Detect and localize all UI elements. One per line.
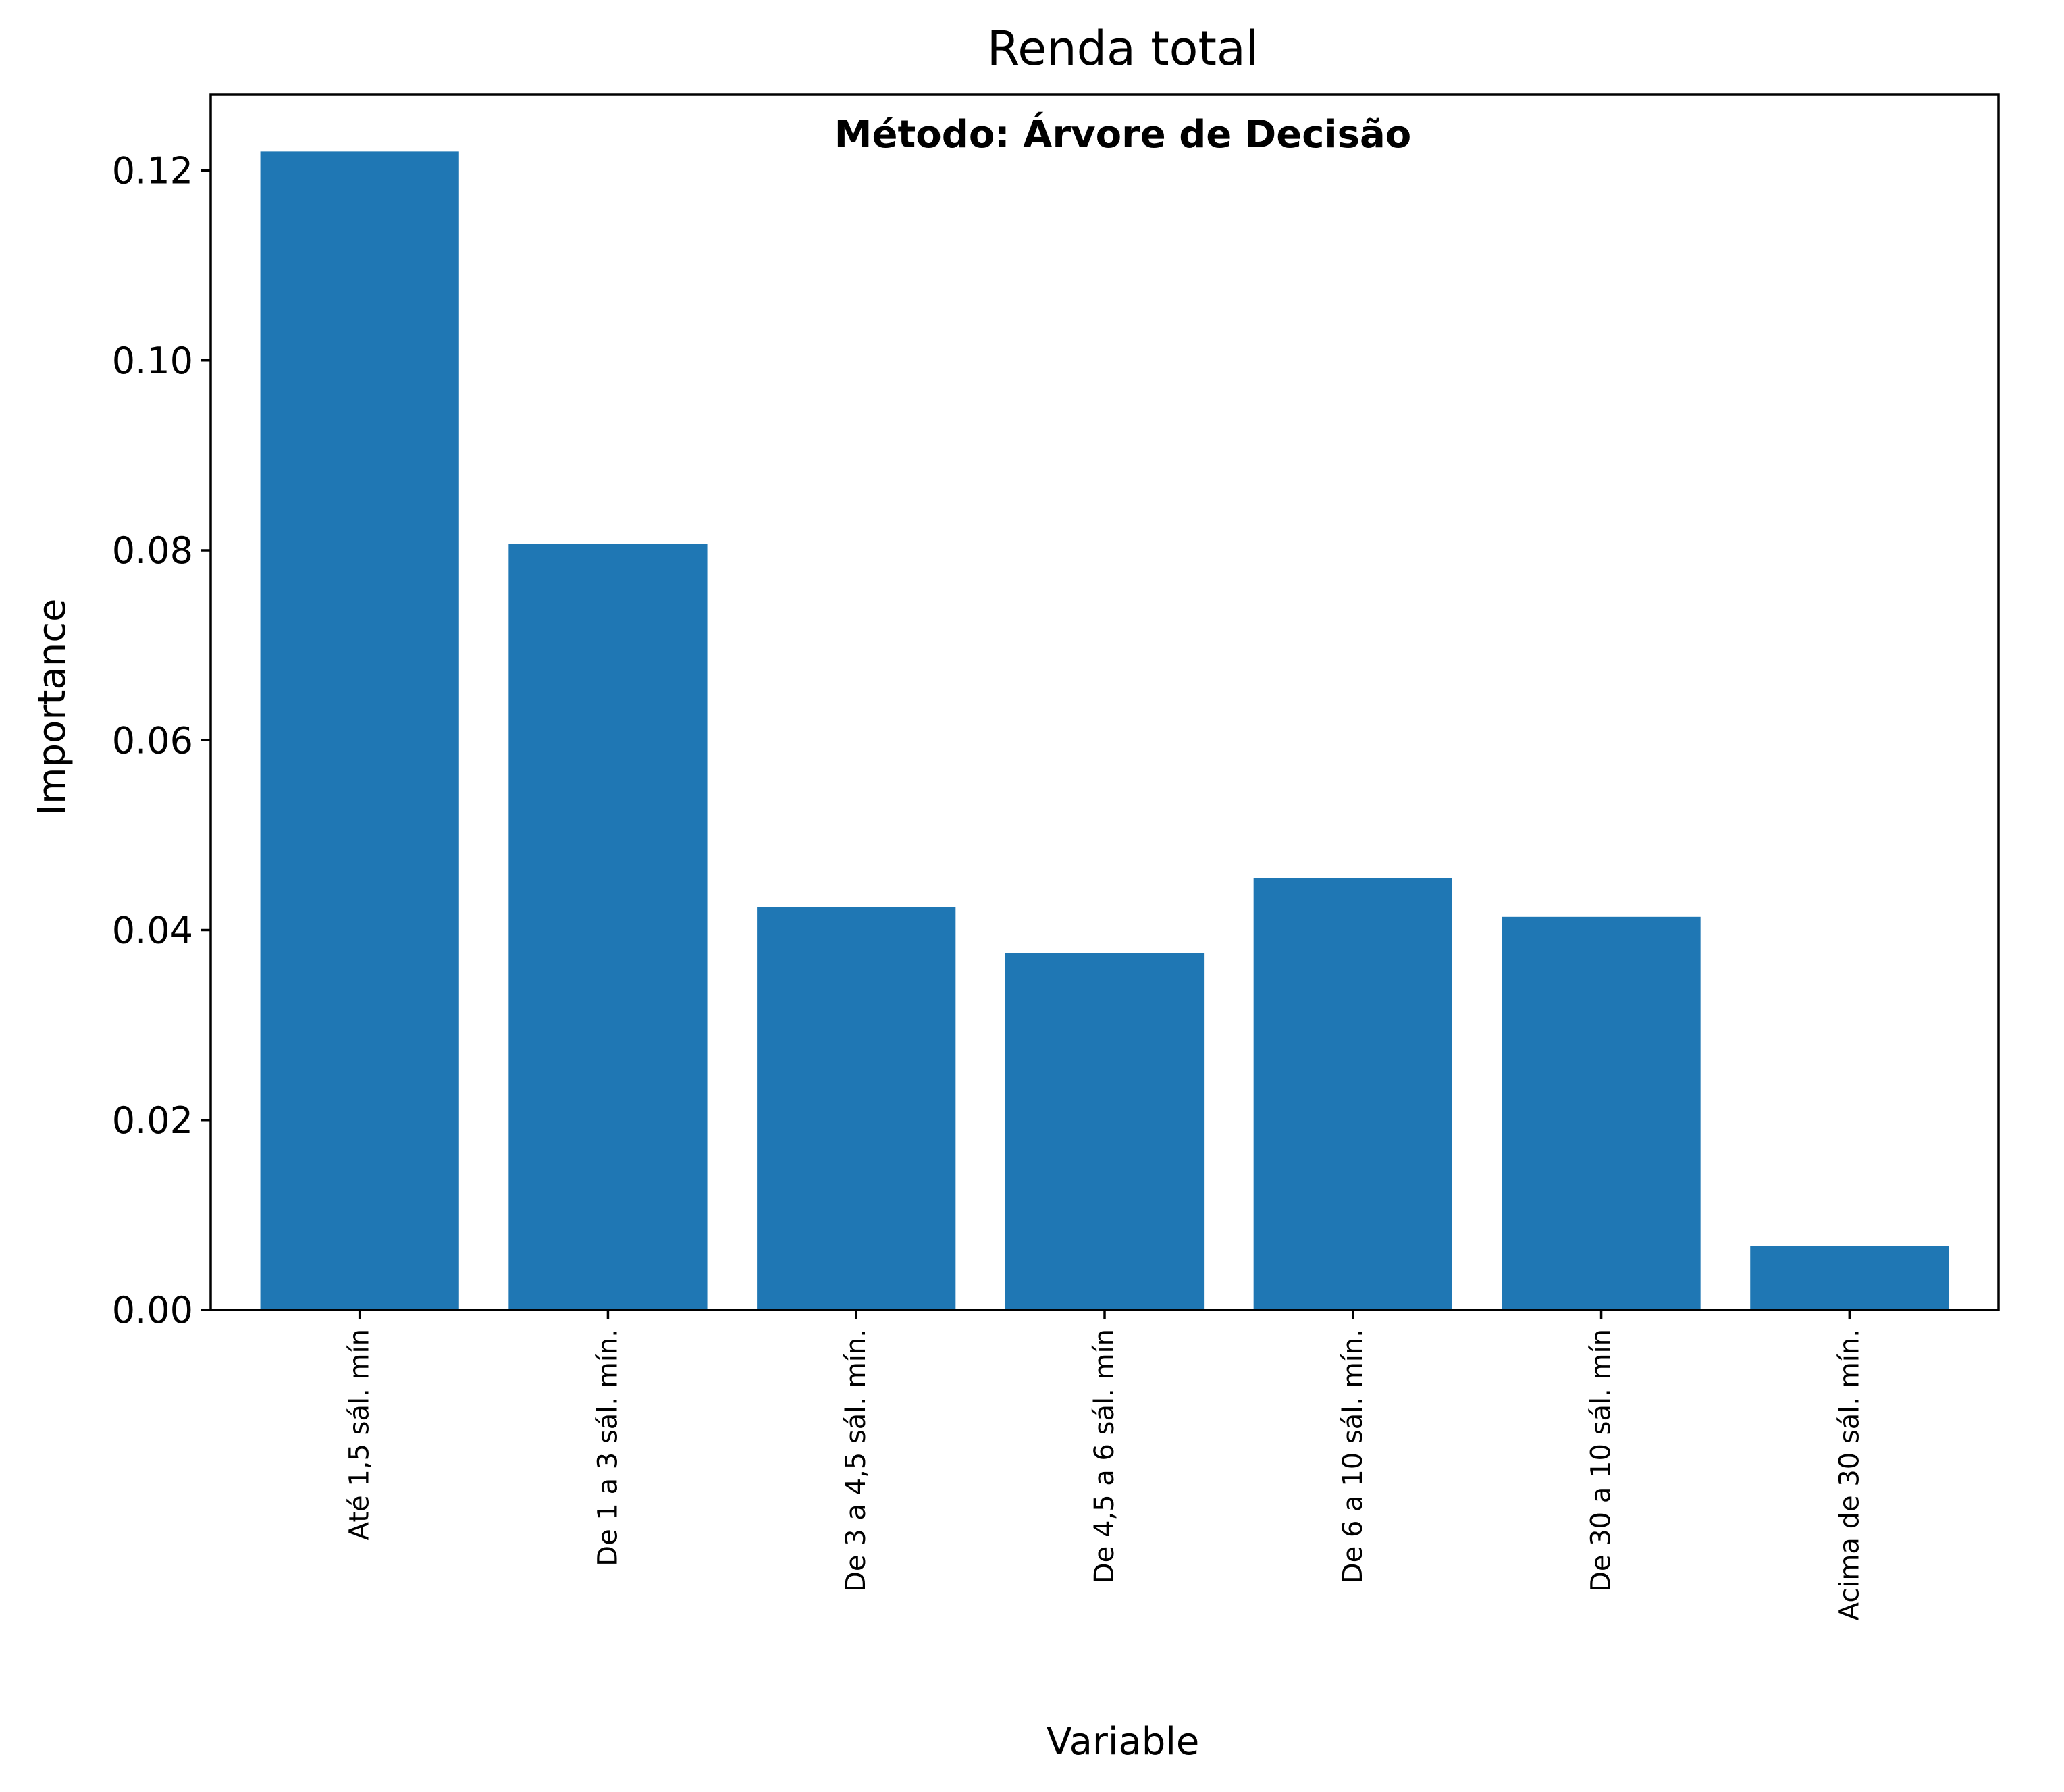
y-tick-label: 0.00: [112, 1289, 193, 1332]
method-annotation: Método: Árvore de Decisão: [835, 113, 1411, 157]
y-tick-label: 0.10: [112, 340, 193, 382]
bar: [757, 907, 956, 1310]
y-tick-label: 0.12: [112, 150, 193, 192]
bar: [1253, 878, 1452, 1310]
x-tick-label: De 4,5 a 6 sál. mín: [1089, 1329, 1120, 1583]
bar: [1502, 916, 1701, 1310]
y-tick-label: 0.02: [112, 1099, 193, 1142]
bars: [260, 151, 1949, 1310]
bar: [1750, 1246, 1949, 1310]
y-axis-label: Importance: [30, 599, 74, 816]
y-tick-label: 0.06: [112, 719, 193, 762]
x-tick-label: Acima de 30 sál. mín.: [1834, 1329, 1865, 1620]
y-axis: 0.00 0.02 0.04 0.06 0.08 0.10 0.12: [112, 150, 211, 1332]
x-axis: Até 1,5 sál. mín De 1 a 3 sál. mín. De 3 a…: [344, 1310, 1865, 1620]
y-tick-label: 0.04: [112, 910, 193, 952]
chart-title: Renda total: [987, 21, 1259, 76]
x-tick-label: Até 1,5 sál. mín: [344, 1329, 375, 1540]
x-tick-label: De 1 a 3 sál. mín.: [592, 1329, 623, 1566]
x-tick-label: De 3 a 4,5 sál. mín.: [841, 1329, 872, 1592]
x-axis-label: Variable: [1047, 1720, 1200, 1764]
bar: [260, 151, 459, 1310]
bar: [1005, 953, 1205, 1310]
bar: [508, 544, 708, 1310]
x-tick-label: De 30 a 10 sál. mín: [1586, 1329, 1617, 1592]
x-tick-label: De 6 a 10 sál. mín.: [1338, 1329, 1369, 1583]
y-tick-label: 0.08: [112, 529, 193, 572]
